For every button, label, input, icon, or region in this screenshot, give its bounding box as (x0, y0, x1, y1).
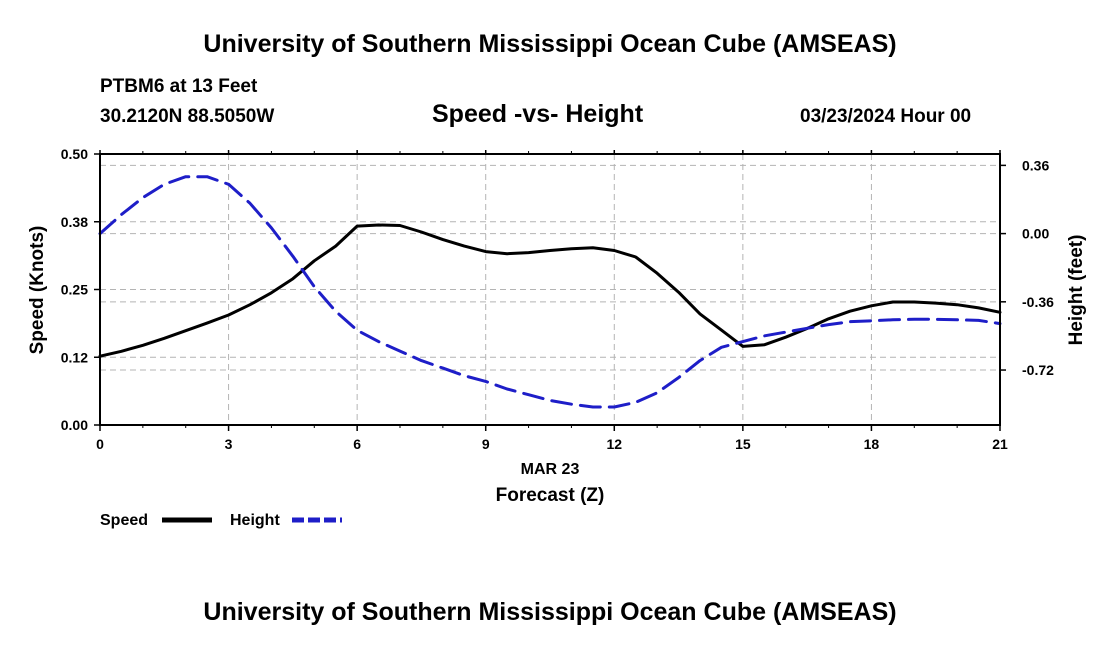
y-axis-label: Speed (Knots) (27, 226, 48, 355)
coordinates-label: 30.2120N 88.5050W (100, 106, 275, 127)
series-line-height (98, 175, 1002, 409)
chart-subtitle: Speed -vs- Height (432, 100, 644, 128)
y-tick-label: 0.38 (61, 214, 88, 230)
x-axis-date-label: MAR 23 (521, 461, 580, 478)
x-tick-label: 9 (482, 436, 490, 452)
footer-title: University of Southern Mississippi Ocean… (203, 598, 897, 626)
x-tick-label: 18 (864, 436, 880, 452)
y2-tick-label: -0.36 (1022, 294, 1054, 310)
series-lines (98, 175, 1002, 409)
y2-axis-label: Height (feet) (1066, 235, 1087, 346)
axis-ticks (94, 150, 1006, 431)
y2-tick-label: -0.72 (1022, 362, 1054, 378)
x-tick-label: 21 (992, 436, 1008, 452)
x-tick-label: 15 (735, 436, 751, 452)
forecast-datetime: 03/23/2024 Hour 00 (800, 106, 972, 127)
x-tick-label: 0 (96, 436, 104, 452)
grid-lines (100, 154, 1000, 425)
chart-title: University of Southern Mississippi Ocean… (203, 30, 897, 58)
legend-speed-label: Speed (100, 512, 148, 529)
y2-tick-label: 0.00 (1022, 226, 1049, 242)
x-tick-label: 3 (225, 436, 233, 452)
legend-height-label: Height (230, 512, 280, 529)
y2-tick-label: 0.36 (1022, 157, 1049, 173)
y-tick-label: 0.12 (61, 349, 88, 365)
y-tick-label: 0.25 (61, 282, 88, 298)
y-tick-label: 0.00 (61, 417, 88, 433)
x-axis-label: Forecast (Z) (496, 485, 605, 506)
series-line-speed (98, 223, 1002, 358)
plot-frame (99, 153, 1001, 426)
x-tick-label: 6 (353, 436, 361, 452)
x-tick-label: 12 (606, 436, 622, 452)
station-label: PTBM6 at 13 Feet (100, 76, 258, 97)
tick-labels: 0 3 6 9 12 15 18 21 0.00 0.12 0.25 0.38 0.50 0.36 0.00… (61, 146, 1054, 452)
y-tick-label: 0.50 (61, 146, 88, 162)
legend: Speed Height (100, 512, 342, 529)
